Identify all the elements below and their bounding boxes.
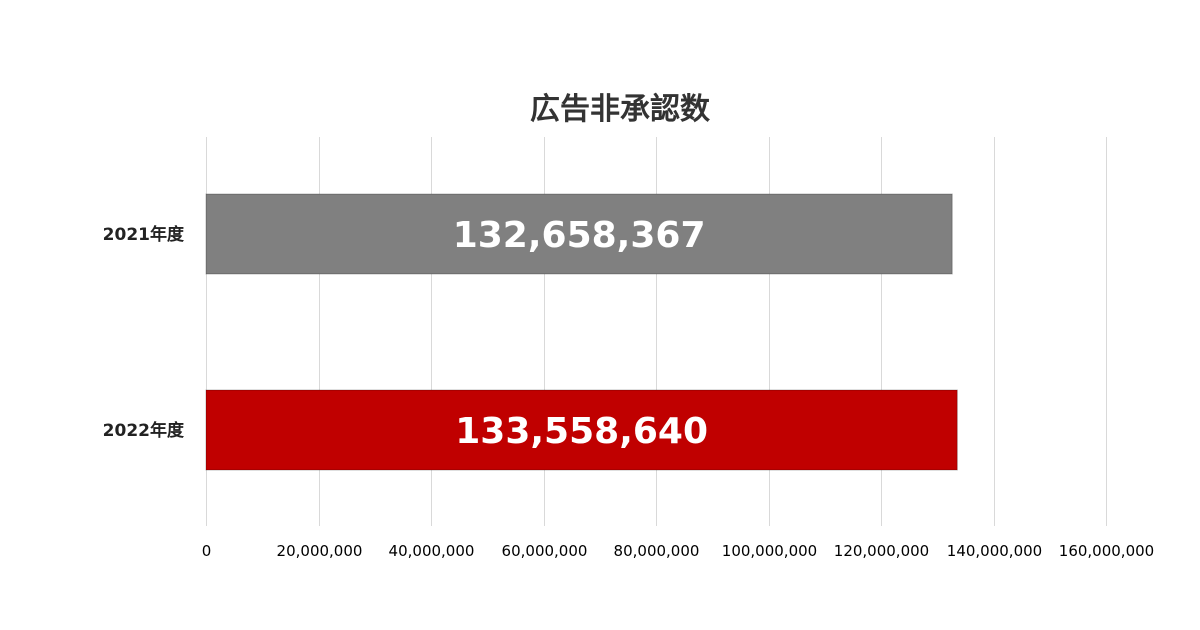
bar [205, 193, 953, 275]
category-label: 2022年度 [103, 420, 185, 441]
bar [205, 389, 958, 471]
x-tick-label: 40,000,000 [389, 542, 475, 560]
x-tick-label: 160,000,000 [1059, 542, 1154, 560]
data-label: 133,558,640 [455, 411, 708, 452]
x-tick-label: 60,000,000 [502, 542, 588, 560]
x-tick-label: 20,000,000 [277, 542, 363, 560]
x-tick-label: 120,000,000 [834, 542, 929, 560]
x-tick-label: 100,000,000 [722, 542, 817, 560]
x-tick-label: 140,000,000 [947, 542, 1042, 560]
x-tick-label: 80,000,000 [614, 542, 700, 560]
category-label: 2021年度 [103, 224, 185, 245]
chart-title: 広告非承認数 [530, 92, 710, 127]
data-label: 132,658,367 [453, 215, 706, 256]
x-tick-label: 0 [202, 542, 212, 560]
